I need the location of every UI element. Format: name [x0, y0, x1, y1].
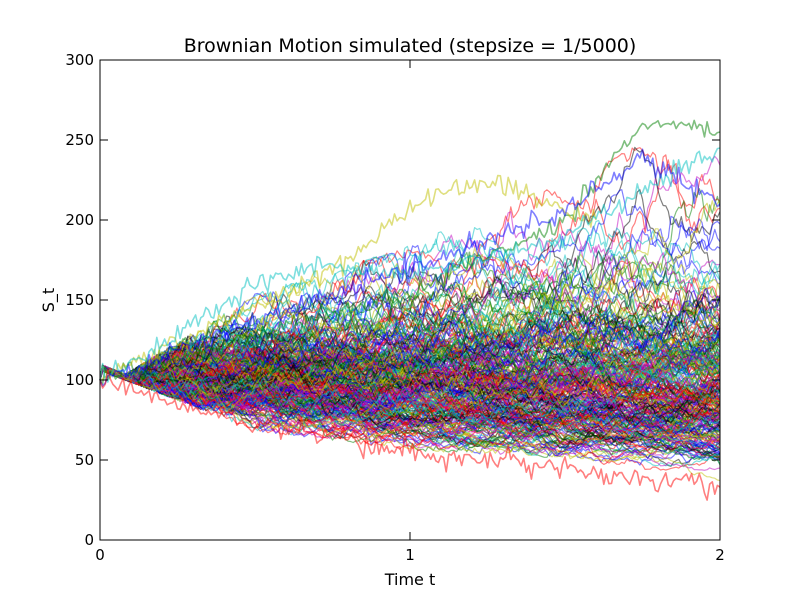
y-tick-label: 100: [65, 371, 94, 389]
series-line: [99, 365, 721, 461]
highlighted-series-line: [99, 119, 721, 385]
series-line: [99, 288, 721, 407]
series-line: [99, 368, 721, 463]
series-line: [99, 325, 721, 398]
series-line: [99, 280, 721, 393]
highlighted-series-line: [99, 148, 721, 387]
series-line: [99, 199, 721, 390]
highlighted-series-line: [99, 147, 721, 383]
series-line: [99, 310, 721, 381]
series-line: [99, 326, 721, 404]
x-tick-label: 1: [405, 546, 415, 564]
series-line: [99, 289, 721, 389]
series-line: [99, 365, 721, 452]
x-tick-label: 0: [95, 546, 105, 564]
series-line: [99, 227, 721, 381]
series-layer: [99, 119, 721, 501]
series-line: [99, 364, 721, 438]
x-tick-label: 2: [715, 546, 725, 564]
y-tick-label: 200: [65, 211, 94, 229]
highlighted-series-line: [99, 369, 721, 501]
series-line: [99, 367, 721, 429]
y-tick-label: 0: [84, 531, 94, 549]
series-line: [99, 367, 721, 437]
x-axis-label: Time t: [384, 570, 436, 589]
y-tick-label: 250: [65, 131, 94, 149]
highlighted-series-line: [99, 174, 597, 381]
series-line: [99, 335, 721, 387]
y-axis-label: S_t: [39, 288, 59, 312]
series-line: [99, 355, 721, 447]
chart-title: Brownian Motion simulated (stepsize = 1/…: [184, 35, 637, 57]
tick-layer: 0 1 2 0 50 100 150 200 250 300: [65, 51, 724, 564]
series-line: [99, 366, 721, 447]
y-tick-label: 300: [65, 51, 94, 69]
y-tick-label: 150: [65, 291, 94, 309]
series-line: [99, 353, 721, 414]
y-tick-label: 50: [75, 451, 94, 469]
